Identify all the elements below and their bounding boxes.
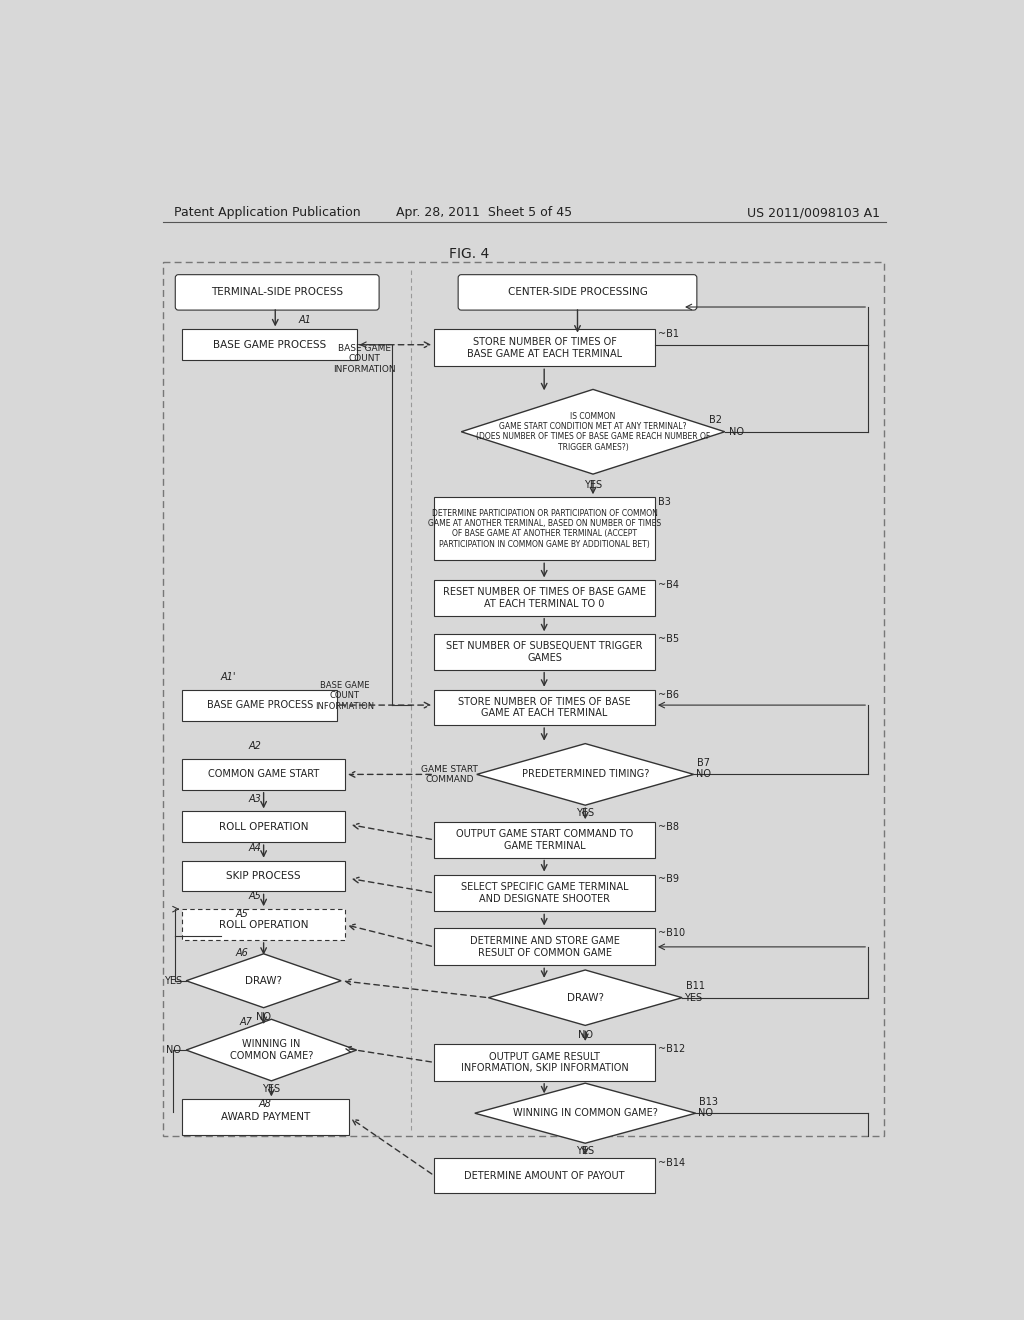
Text: US 2011/0098103 A1: US 2011/0098103 A1: [746, 206, 880, 219]
Text: DETERMINE AMOUNT OF PAYOUT: DETERMINE AMOUNT OF PAYOUT: [464, 1171, 625, 1180]
Bar: [182, 330, 356, 360]
Text: OUTPUT GAME START COMMAND TO
GAME TERMINAL: OUTPUT GAME START COMMAND TO GAME TERMIN…: [456, 829, 633, 850]
Text: COMMON GAME START: COMMON GAME START: [208, 770, 319, 779]
Text: ~B4: ~B4: [658, 581, 679, 590]
Text: A7: A7: [240, 1016, 252, 1027]
Text: CENTER-SIDE PROCESSING: CENTER-SIDE PROCESSING: [508, 288, 647, 297]
Polygon shape: [186, 954, 341, 1007]
Text: A5: A5: [248, 891, 261, 902]
Text: ~B9: ~B9: [658, 874, 679, 884]
Polygon shape: [461, 389, 725, 474]
Text: YES: YES: [164, 975, 182, 986]
Text: DRAW?: DRAW?: [566, 993, 604, 1003]
Text: A2: A2: [248, 742, 261, 751]
Text: A8: A8: [258, 1100, 271, 1109]
Text: OUTPUT GAME RESULT
INFORMATION, SKIP INFORMATION: OUTPUT GAME RESULT INFORMATION, SKIP INF…: [461, 1052, 629, 1073]
Text: Apr. 28, 2011  Sheet 5 of 45: Apr. 28, 2011 Sheet 5 of 45: [396, 206, 572, 219]
Text: ~B10: ~B10: [658, 928, 685, 939]
Text: ~B6: ~B6: [658, 689, 679, 700]
Polygon shape: [475, 1084, 695, 1143]
Bar: [182, 759, 345, 789]
Text: ~B8: ~B8: [658, 822, 679, 832]
Text: B3: B3: [658, 498, 671, 507]
Text: BASE GAME PROCESS: BASE GAME PROCESS: [207, 700, 313, 710]
Text: B13: B13: [699, 1097, 718, 1106]
Polygon shape: [488, 970, 682, 1026]
Bar: [434, 498, 655, 560]
Text: WINNING IN COMMON GAME?: WINNING IN COMMON GAME?: [513, 1109, 657, 1118]
Text: STORE NUMBER OF TIMES OF BASE
GAME AT EACH TERMINAL: STORE NUMBER OF TIMES OF BASE GAME AT EA…: [459, 697, 631, 718]
Text: A6: A6: [236, 948, 248, 958]
Bar: [182, 909, 345, 940]
Bar: [434, 874, 655, 911]
Text: DETERMINE AND STORE GAME
RESULT OF COMMON GAME: DETERMINE AND STORE GAME RESULT OF COMMO…: [470, 936, 620, 958]
Text: B11: B11: [686, 981, 705, 991]
Text: GAME START
COMMAND: GAME START COMMAND: [421, 764, 478, 784]
FancyBboxPatch shape: [175, 275, 379, 310]
Bar: [182, 689, 337, 721]
Bar: [163, 263, 884, 1137]
Text: ~B12: ~B12: [658, 1044, 685, 1053]
Text: AWARD PAYMENT: AWARD PAYMENT: [221, 1111, 310, 1122]
Text: YES: YES: [684, 993, 702, 1003]
Text: SET NUMBER OF SUBSEQUENT TRIGGER
GAMES: SET NUMBER OF SUBSEQUENT TRIGGER GAMES: [446, 642, 643, 663]
Text: ROLL OPERATION: ROLL OPERATION: [219, 822, 308, 832]
Text: B7: B7: [697, 758, 710, 768]
Text: BASE GAME
COUNT
INFORMATION: BASE GAME COUNT INFORMATION: [333, 343, 395, 374]
Text: NO: NO: [696, 770, 711, 779]
Bar: [434, 822, 655, 858]
Text: A4: A4: [248, 843, 261, 853]
Bar: [434, 689, 655, 725]
Text: YES: YES: [577, 808, 594, 817]
Text: Patent Application Publication: Patent Application Publication: [174, 206, 361, 219]
Text: YES: YES: [577, 1146, 594, 1156]
Bar: [434, 330, 655, 367]
Bar: [182, 812, 345, 842]
Text: DRAW?: DRAW?: [245, 975, 283, 986]
Text: DETERMINE PARTICIPATION OR PARTICIPATION OF COMMON
GAME AT ANOTHER TERMINAL, BAS: DETERMINE PARTICIPATION OR PARTICIPATION…: [428, 508, 662, 549]
Text: ~B1: ~B1: [658, 330, 679, 339]
Text: TERMINAL-SIDE PROCESS: TERMINAL-SIDE PROCESS: [211, 288, 343, 297]
Text: BASE GAME PROCESS: BASE GAME PROCESS: [213, 339, 326, 350]
Text: YES: YES: [262, 1084, 281, 1094]
Text: RESET NUMBER OF TIMES OF BASE GAME
AT EACH TERMINAL TO 0: RESET NUMBER OF TIMES OF BASE GAME AT EA…: [443, 587, 646, 609]
Bar: [182, 1100, 349, 1135]
Text: IS COMMON
GAME START CONDITION MET AT ANY TERMINAL?
(DOES NUMBER OF TIMES OF BAS: IS COMMON GAME START CONDITION MET AT AN…: [476, 412, 710, 451]
Bar: [182, 861, 345, 891]
Text: NO: NO: [698, 1109, 714, 1118]
Bar: [434, 635, 655, 669]
Text: NO: NO: [166, 1045, 180, 1055]
Text: ~B5: ~B5: [658, 635, 679, 644]
Bar: [434, 1044, 655, 1081]
Text: A5: A5: [236, 909, 248, 919]
Bar: [434, 1158, 655, 1193]
Text: ~B14: ~B14: [658, 1158, 685, 1168]
Text: NO: NO: [578, 1030, 593, 1040]
Text: ROLL OPERATION: ROLL OPERATION: [219, 920, 308, 929]
Text: SELECT SPECIFIC GAME TERMINAL
AND DESIGNATE SHOOTER: SELECT SPECIFIC GAME TERMINAL AND DESIGN…: [461, 882, 629, 904]
Text: A3: A3: [248, 793, 261, 804]
Polygon shape: [477, 743, 693, 805]
Text: NO: NO: [256, 1011, 271, 1022]
Text: BASE GAME
COUNT
INFORMATION: BASE GAME COUNT INFORMATION: [315, 681, 375, 710]
FancyBboxPatch shape: [458, 275, 697, 310]
Text: FIG. 4: FIG. 4: [449, 247, 489, 261]
Polygon shape: [186, 1019, 356, 1081]
Text: NO: NO: [729, 426, 743, 437]
Bar: [434, 928, 655, 965]
Text: YES: YES: [584, 480, 602, 490]
Text: PREDETERMINED TIMING?: PREDETERMINED TIMING?: [521, 770, 649, 779]
Text: WINNING IN
COMMON GAME?: WINNING IN COMMON GAME?: [229, 1039, 313, 1061]
Text: B2: B2: [710, 416, 722, 425]
Text: SKIP PROCESS: SKIP PROCESS: [226, 871, 301, 880]
Text: STORE NUMBER OF TIMES OF
BASE GAME AT EACH TERMINAL: STORE NUMBER OF TIMES OF BASE GAME AT EA…: [467, 337, 623, 359]
Bar: [434, 581, 655, 615]
Text: A1': A1': [221, 672, 237, 682]
Text: A1: A1: [299, 315, 311, 325]
